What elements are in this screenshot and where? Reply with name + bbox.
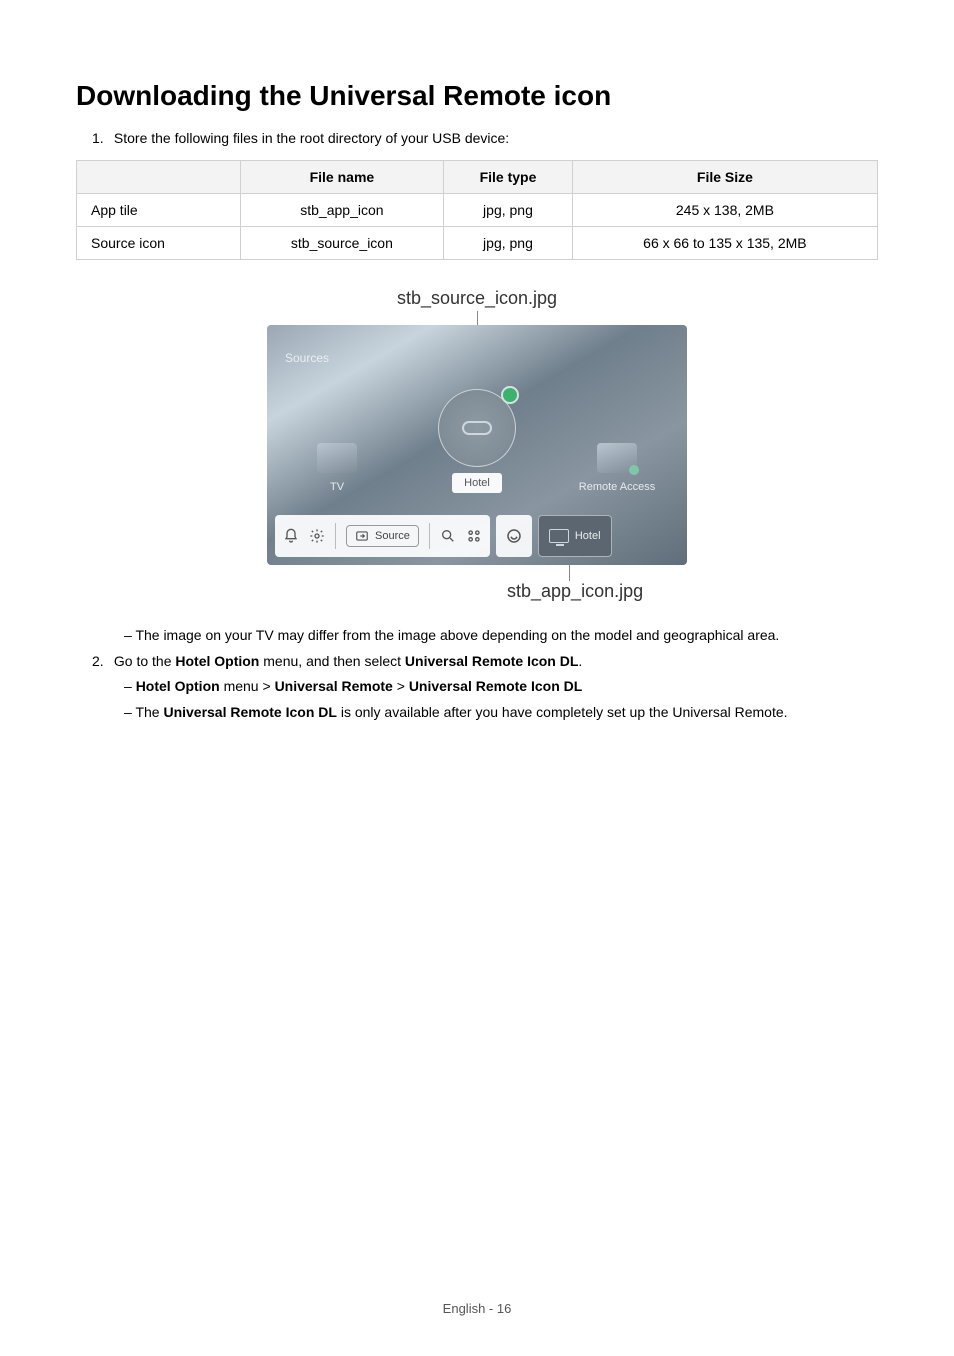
divider: [429, 523, 430, 549]
hotel-tile-label: Hotel: [575, 530, 601, 542]
cell: stb_source_icon: [240, 227, 443, 260]
source-arrow-icon: [355, 529, 369, 543]
step-1-text: Store the following files in the root di…: [114, 130, 509, 146]
divider: [335, 523, 336, 549]
ambient-icon: [496, 515, 532, 557]
tv-graphic-wrap: stb_source_icon.jpg Sources TV Hotel Rem…: [267, 288, 687, 599]
cell: jpg, png: [444, 194, 573, 227]
step-1: 1. Store the following files in the root…: [92, 130, 878, 146]
cell: jpg, png: [444, 227, 573, 260]
cloud-dot-icon: [629, 465, 639, 475]
tv-screen: Sources TV Hotel Remote Access: [267, 325, 687, 565]
tv-thumb-icon: [317, 443, 357, 473]
cell: Source icon: [77, 227, 241, 260]
search-icon: [440, 528, 456, 544]
step-1-num: 1.: [92, 130, 110, 146]
note-menu-path: Hotel Option menu > Universal Remote > U…: [124, 676, 878, 698]
col-filesize: File Size: [572, 161, 877, 194]
col-filename: File name: [240, 161, 443, 194]
bottom-bar-left: Source: [275, 515, 490, 557]
source-pill: Source: [346, 525, 419, 547]
gear-icon: [309, 528, 325, 544]
pointer-top: [477, 311, 478, 325]
step-2-num: 2.: [92, 651, 110, 673]
source-item-label: Hotel: [452, 473, 502, 493]
remote-glyph-icon: [462, 421, 492, 435]
source-pill-label: Source: [375, 530, 410, 542]
apps-grid-icon: [466, 528, 482, 544]
source-item-hotel: Hotel: [427, 389, 527, 493]
col-filetype: File type: [444, 161, 573, 194]
pointer-bottom: [569, 565, 570, 581]
sources-label: Sources: [285, 351, 329, 365]
bottom-bar: Source Hotel: [275, 515, 679, 557]
step-2: 2. Go to the Hotel Option menu, and then…: [92, 651, 878, 673]
table-header-row: File name File type File Size: [77, 161, 878, 194]
bell-icon: [283, 528, 299, 544]
remote-access-thumb-icon: [597, 443, 637, 473]
table-row: App tile stb_app_icon jpg, png 245 x 138…: [77, 194, 878, 227]
caption-app-icon: stb_app_icon.jpg: [507, 581, 643, 602]
page-footer: English - 16: [0, 1301, 954, 1316]
tv-small-icon: [549, 529, 569, 543]
source-item-remote-access: Remote Access: [567, 443, 667, 493]
source-item-label: TV: [287, 481, 387, 493]
col-blank: [77, 161, 241, 194]
notes: The image on your TV may differ from the…: [76, 625, 878, 724]
source-item-tv: TV: [287, 443, 387, 493]
cell: 66 x 66 to 135 x 135, 2MB: [572, 227, 877, 260]
sources-row: TV Hotel Remote Access: [267, 383, 687, 493]
table-row: Source icon stb_source_icon jpg, png 66 …: [77, 227, 878, 260]
page-title: Downloading the Universal Remote icon: [76, 80, 878, 112]
file-table: File name File type File Size App tile s…: [76, 160, 878, 260]
note-availability: The Universal Remote Icon DL is only ava…: [124, 702, 878, 724]
cell: stb_app_icon: [240, 194, 443, 227]
source-item-label: Remote Access: [567, 481, 667, 493]
hotel-app-tile: Hotel: [538, 515, 612, 557]
note-image-differ: The image on your TV may differ from the…: [124, 625, 878, 647]
pointer-bottom-wrap: stb_app_icon.jpg: [267, 565, 687, 599]
cell: 245 x 138, 2MB: [572, 194, 877, 227]
cell: App tile: [77, 194, 241, 227]
caption-source-icon: stb_source_icon.jpg: [267, 288, 687, 309]
hotel-ring-icon: [438, 389, 516, 467]
